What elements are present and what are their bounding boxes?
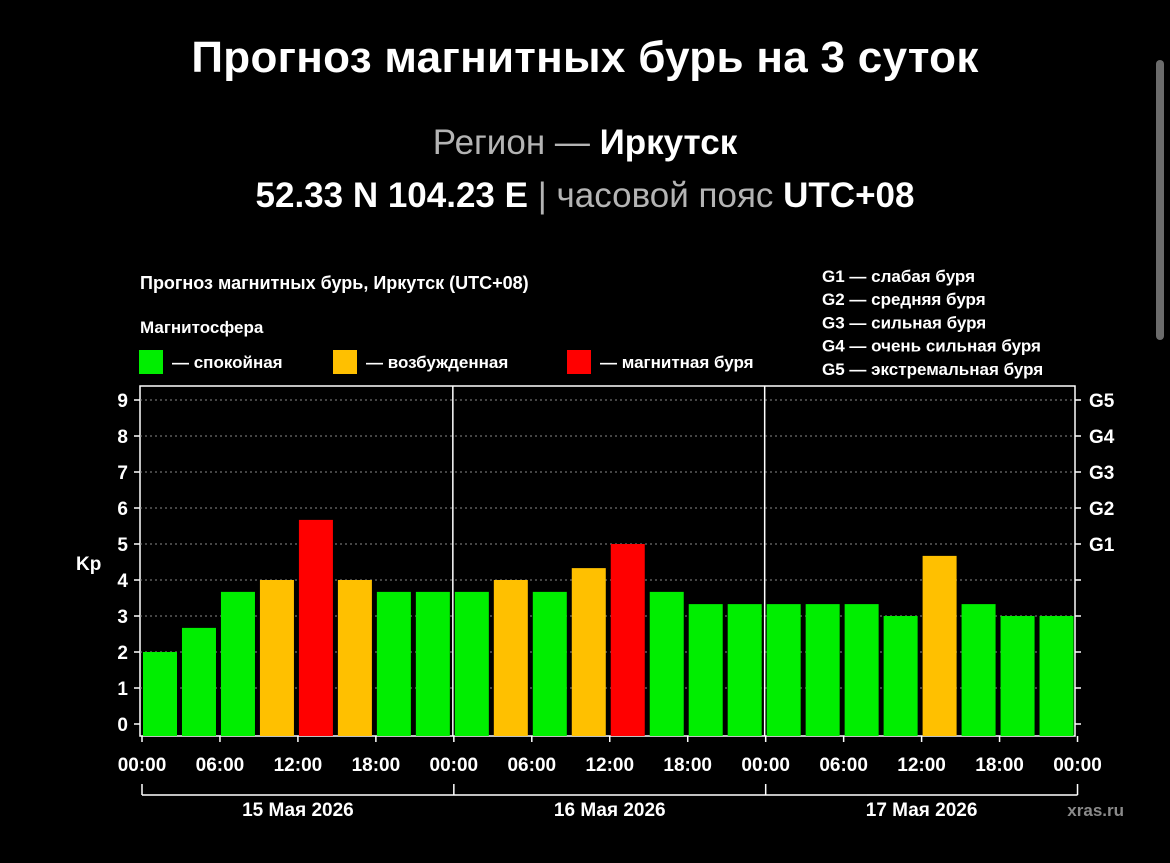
kp-bar: [883, 616, 918, 736]
timezone: UTC+08: [783, 176, 915, 215]
legend-swatch: [567, 350, 591, 374]
timezone-label: часовой пояс: [556, 176, 774, 215]
y-tick-label: 7: [117, 463, 128, 484]
legend-label: — магнитная буря: [600, 353, 754, 372]
date-label: 15 Мая 2026: [242, 800, 354, 821]
x-tick-label: 18:00: [975, 755, 1024, 776]
legend-label: — возбужденная: [366, 353, 508, 372]
region-name: Иркутск: [599, 123, 738, 162]
coordinates-line: 52.33 N 104.23 E | часовой пояс UTC+08: [0, 176, 1170, 216]
x-tick-label: 00:00: [1053, 755, 1102, 776]
kp-bar: [766, 604, 801, 736]
kp-bar: [649, 591, 684, 736]
legend-swatch: [333, 350, 357, 374]
x-tick-label: 00:00: [118, 755, 167, 776]
kp-bar: [415, 591, 450, 736]
kp-bar: [961, 604, 996, 736]
g-tick-label: G3: [1089, 463, 1114, 484]
kp-bar: [259, 580, 294, 736]
y-tick-label: 6: [117, 499, 128, 520]
kp-bar: [688, 604, 723, 736]
y-tick-label: 2: [117, 643, 128, 664]
kp-bar: [220, 591, 255, 736]
kp-bar: [376, 591, 411, 736]
scrollbar[interactable]: [1156, 60, 1164, 340]
kp-bar: [181, 627, 216, 736]
y-tick-label: 3: [117, 607, 128, 628]
chart-title: Прогноз магнитных бурь, Иркутск (UTC+08): [140, 273, 529, 293]
x-tick-label: 06:00: [196, 755, 245, 776]
x-tick-label: 06:00: [507, 755, 556, 776]
kp-bar: [610, 544, 645, 736]
x-tick-label: 12:00: [274, 755, 323, 776]
page-title: Прогноз магнитных бурь на 3 суток: [191, 33, 979, 82]
coord-separator: |: [537, 176, 547, 215]
y-tick-label: 8: [117, 427, 128, 448]
date-label: 17 Мая 2026: [866, 800, 978, 821]
y-tick-label: 5: [117, 535, 128, 556]
region-label: Регион —: [432, 123, 590, 162]
date-label: 16 Мая 2026: [554, 800, 666, 821]
kp-bar: [844, 604, 879, 736]
kp-bar: [1000, 616, 1035, 736]
kp-bar: [1039, 616, 1074, 736]
kp-bar: [337, 580, 372, 736]
legend-swatch: [139, 350, 163, 374]
g-legend-item: G1 — слабая буря: [822, 267, 975, 286]
region-line: Регион — Иркутск: [0, 123, 1170, 163]
g-legend-item: G5 — экстремальная буря: [822, 360, 1043, 379]
y-tick-label: 9: [117, 391, 128, 412]
kp-bar: [571, 568, 606, 736]
g-tick-label: G4: [1089, 427, 1115, 448]
kp-bar: [298, 519, 333, 736]
kp-bar: [805, 604, 840, 736]
kp-bar: [143, 652, 177, 736]
kp-bar: [727, 604, 762, 736]
x-tick-label: 18:00: [663, 755, 712, 776]
x-tick-label: 12:00: [585, 755, 634, 776]
g-legend-item: G4 — очень сильная буря: [822, 337, 1041, 356]
x-tick-label: 00:00: [430, 755, 479, 776]
g-legend-item: G3 — сильная буря: [822, 313, 986, 332]
x-tick-label: 18:00: [352, 755, 401, 776]
x-tick-label: 06:00: [819, 755, 868, 776]
kp-bar: [922, 555, 957, 736]
plot-area: [139, 385, 1076, 737]
legend-title: Магнитосфера: [140, 318, 264, 337]
y-tick-label: 1: [117, 679, 128, 700]
x-tick-label: 12:00: [897, 755, 946, 776]
y-axis-label: Kp: [76, 554, 101, 575]
kp-bar: [454, 591, 489, 736]
y-tick-label: 4: [117, 571, 128, 592]
legend-label: — спокойная: [172, 353, 283, 372]
kp-bar: [532, 591, 567, 736]
x-tick-label: 00:00: [741, 755, 790, 776]
g-tick-label: G5: [1089, 391, 1115, 412]
g-tick-label: G2: [1089, 499, 1114, 520]
watermark: xras.ru: [1067, 801, 1124, 820]
y-tick-label: 0: [117, 715, 128, 736]
kp-bar: [493, 580, 528, 736]
g-tick-label: G1: [1089, 535, 1115, 556]
g-legend-item: G2 — средняя буря: [822, 290, 986, 309]
coordinates: 52.33 N 104.23 E: [255, 176, 528, 215]
